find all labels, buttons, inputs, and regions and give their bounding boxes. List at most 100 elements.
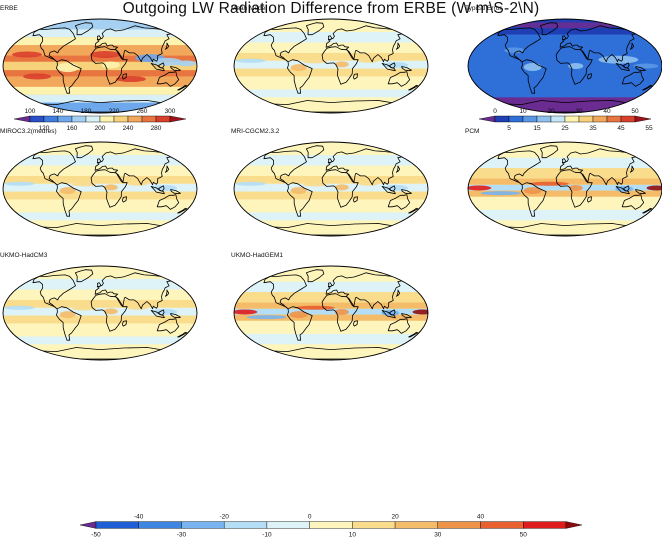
- field-band: [3, 61, 197, 71]
- colorbar-tick-label: -10: [262, 531, 272, 538]
- coastline-antarctica: [32, 100, 168, 113]
- colorbar-erbe: 100 140 180 220 260 300 120 160 200 240 280: [0, 104, 200, 134]
- colorbar-tick-label: -40: [134, 514, 144, 521]
- field-band: [3, 220, 197, 236]
- field-feature: [59, 311, 76, 319]
- colorbar-tick-label: 35: [589, 125, 597, 132]
- field-band: [3, 323, 197, 337]
- coastline-uk: [561, 35, 567, 41]
- map-border: [467, 141, 662, 237]
- field-feature: [235, 58, 266, 63]
- colorbar-swatch: [508, 115, 524, 123]
- field-band: [234, 199, 428, 213]
- coastline-eurasia: [94, 148, 173, 186]
- field-band: [468, 34, 662, 51]
- colorbar-swatch: [57, 115, 73, 123]
- panel-label: UKMO-HadCM3: [0, 252, 48, 259]
- coastline-antarctica: [32, 347, 168, 360]
- field-band: [234, 191, 428, 200]
- coastline-borneo: [623, 62, 630, 69]
- map-erbe: [2, 18, 198, 114]
- colorbar-swatch: [480, 521, 524, 529]
- coastline-south-america: [287, 306, 313, 341]
- coastline-new-zealand: [177, 207, 188, 214]
- colorbar-tick-label: 50: [520, 531, 528, 538]
- coastline-eurasia: [94, 25, 173, 63]
- field-band: [3, 299, 197, 308]
- colorbar-swatch: [606, 115, 622, 123]
- coastline-japan: [164, 42, 170, 50]
- colorbar-swatch: [564, 115, 580, 123]
- field-feature: [568, 63, 584, 69]
- coastline-greenland: [306, 22, 325, 36]
- coastline-australia: [387, 71, 411, 87]
- field-feature: [302, 183, 328, 187]
- colorbar-swatch: [113, 115, 129, 123]
- field-band: [3, 76, 197, 87]
- field-band: [234, 42, 428, 53]
- field-feature: [56, 63, 79, 73]
- coastline-madagascar: [587, 73, 592, 80]
- coastline-new-zealand: [177, 84, 188, 91]
- field-band: [234, 314, 428, 321]
- panel-mri: MRI-CGCM2.3.2: [231, 128, 431, 260]
- field-feature: [235, 181, 266, 186]
- field-band: [3, 37, 197, 46]
- coastline-japan: [395, 165, 401, 173]
- colorbar-tick-label: 140: [53, 108, 64, 115]
- panel-label: MIROC3.2(medres): [0, 128, 57, 135]
- colorbar-tick-label: 300: [165, 108, 176, 115]
- colorbar-error-svg: 0 10 20 30 40 50 5 15 25 35 45 55: [478, 108, 653, 132]
- field-feature: [290, 187, 307, 195]
- colorbar-tick-label: 30: [575, 108, 583, 115]
- field-feature: [71, 183, 97, 187]
- field-band: [468, 168, 662, 179]
- field-band: [234, 68, 428, 77]
- coastline-south-america: [287, 59, 313, 94]
- coastline-antarctica: [497, 223, 633, 236]
- coastline-greenland: [75, 22, 94, 36]
- field-band: [3, 336, 197, 345]
- field-band: [3, 165, 197, 176]
- figure-title: Outgoing LW Radiation Difference from ER…: [122, 0, 540, 17]
- map-border: [2, 141, 198, 237]
- coastline-australia: [621, 194, 645, 210]
- colorbar-tick-label: 50: [631, 108, 639, 115]
- field-feature: [289, 311, 308, 319]
- colorbar-tick-label: -30: [177, 531, 187, 538]
- coastline-australia: [387, 194, 411, 210]
- field-feature: [468, 185, 492, 191]
- field-feature: [127, 181, 148, 186]
- field-band: [234, 183, 428, 192]
- colorbar-tick-label: 120: [39, 125, 50, 132]
- field-feature: [294, 305, 335, 310]
- field-band: [234, 165, 428, 176]
- colorbar-swatch: [138, 521, 182, 529]
- field-feature: [523, 63, 542, 72]
- coastline-australia: [156, 194, 180, 210]
- panel-label: PCM: [465, 128, 480, 135]
- field-band: [468, 50, 662, 82]
- field-feature: [115, 76, 146, 83]
- coastline-south-america: [521, 59, 547, 94]
- coastline-eurasia: [325, 272, 404, 310]
- field-feature: [334, 184, 349, 191]
- coastline-new-guinea: [401, 189, 412, 195]
- colorbar-tick-label: 100: [25, 108, 36, 115]
- panel-erbe: ERBE: [0, 5, 200, 137]
- colorbar-swatch: [522, 115, 538, 123]
- coastline-africa: [555, 46, 593, 85]
- map-hadcm3: [2, 265, 198, 361]
- panel-label: Typical Error: [465, 5, 502, 12]
- colorbar-erbe-svg: 100 140 180 220 260 300 120 160 200 240 280: [13, 108, 187, 132]
- coastline-japan: [395, 42, 401, 50]
- colorbar-swatch: [155, 115, 171, 123]
- colorbar-swatch: [309, 521, 353, 529]
- coastline-new-zealand: [642, 84, 653, 91]
- coastline-indonesia: [381, 186, 396, 195]
- colorbar-tick-label: 20: [547, 108, 555, 115]
- coastline-greenland: [75, 269, 94, 283]
- colorbar-high-arrow: [169, 115, 187, 123]
- map-pcm: [467, 141, 662, 237]
- coastline-australia: [156, 318, 180, 334]
